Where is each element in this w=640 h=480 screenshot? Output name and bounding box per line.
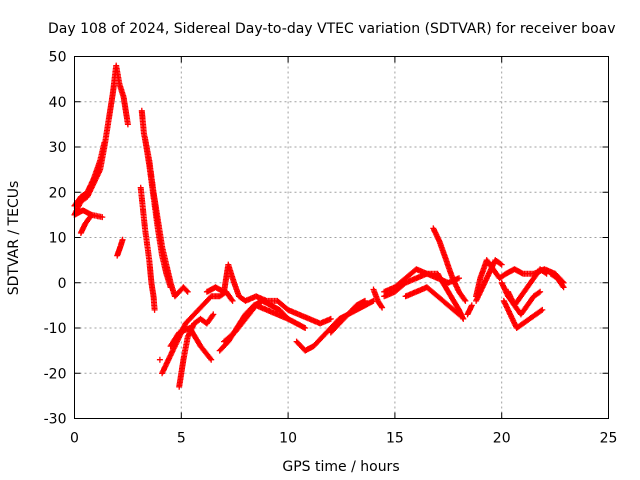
- x-tick-label: 5: [177, 431, 186, 447]
- data-point-markers: [159, 288, 236, 377]
- marks-layer: [71, 62, 567, 390]
- y-tick-label: 0: [58, 276, 67, 292]
- series-s25: [473, 257, 505, 304]
- y-tick-label: -10: [44, 321, 67, 337]
- x-axis-label: GPS time / hours: [282, 459, 399, 475]
- y-tick-label: 40: [49, 95, 67, 111]
- series-s8: [142, 134, 174, 291]
- y-tick-label: 10: [49, 231, 67, 247]
- grid-layer: [74, 56, 609, 419]
- data-point-markers: [370, 286, 386, 311]
- x-tick-label: 20: [493, 431, 511, 447]
- series-s13: [203, 261, 334, 327]
- series-s29: [547, 270, 567, 291]
- data-point-markers: [221, 302, 292, 345]
- series-s12: [167, 325, 215, 363]
- data-point-markers: [505, 288, 544, 318]
- data-point-markers: [547, 270, 567, 291]
- series-s5: [114, 236, 126, 259]
- y-tick-label: -30: [44, 412, 67, 428]
- x-tick-label: 10: [279, 431, 297, 447]
- y-tick-label: -20: [44, 366, 67, 382]
- data-point-markers: [71, 139, 108, 209]
- ticks-layer: 0 5 10 15 20 25 -30 -20 -10 0 10 20 30 40 50: [44, 50, 618, 447]
- data-point-markers: [402, 284, 462, 318]
- chart-title: Day 108 of 2024, Sidereal Day-to-day VTE…: [48, 21, 616, 37]
- series-s6: [137, 184, 158, 313]
- data-point-markers: [142, 134, 174, 291]
- data-point-markers: [156, 356, 163, 363]
- data-point-markers: [500, 297, 546, 331]
- series-s10: [159, 288, 236, 377]
- series-s21: [402, 284, 462, 318]
- data-point-markers: [327, 297, 368, 336]
- series-s20: [381, 266, 462, 295]
- series-s4: [77, 211, 95, 236]
- series-s18: [370, 286, 386, 311]
- data-point-markers: [176, 311, 217, 390]
- data-point-markers: [430, 225, 469, 304]
- series-s27: [500, 297, 546, 331]
- data-point-markers: [114, 236, 126, 259]
- x-tick-label: 15: [386, 431, 404, 447]
- data-point-markers: [137, 184, 158, 313]
- series-s23: [464, 302, 475, 318]
- data-point-markers: [167, 325, 215, 363]
- x-tick-label: 25: [600, 431, 618, 447]
- x-tick-label: 0: [70, 431, 79, 447]
- data-point-markers: [381, 266, 462, 295]
- y-axis-label: SDTVAR / TECUs: [6, 181, 22, 296]
- data-point-markers: [464, 302, 475, 318]
- y-tick-label: 50: [49, 50, 67, 66]
- series-s11: [176, 311, 217, 390]
- data-point-markers: [473, 257, 505, 304]
- series-s9: [156, 356, 163, 363]
- series-s22: [430, 225, 469, 304]
- y-tick-label: 20: [49, 185, 67, 201]
- series-s2: [71, 139, 108, 209]
- data-point-markers: [77, 211, 95, 236]
- y-tick-label: 30: [49, 140, 67, 156]
- series-s28: [505, 288, 544, 318]
- series-s15: [221, 302, 292, 345]
- data-point-markers: [203, 261, 334, 327]
- series-s17: [327, 297, 368, 336]
